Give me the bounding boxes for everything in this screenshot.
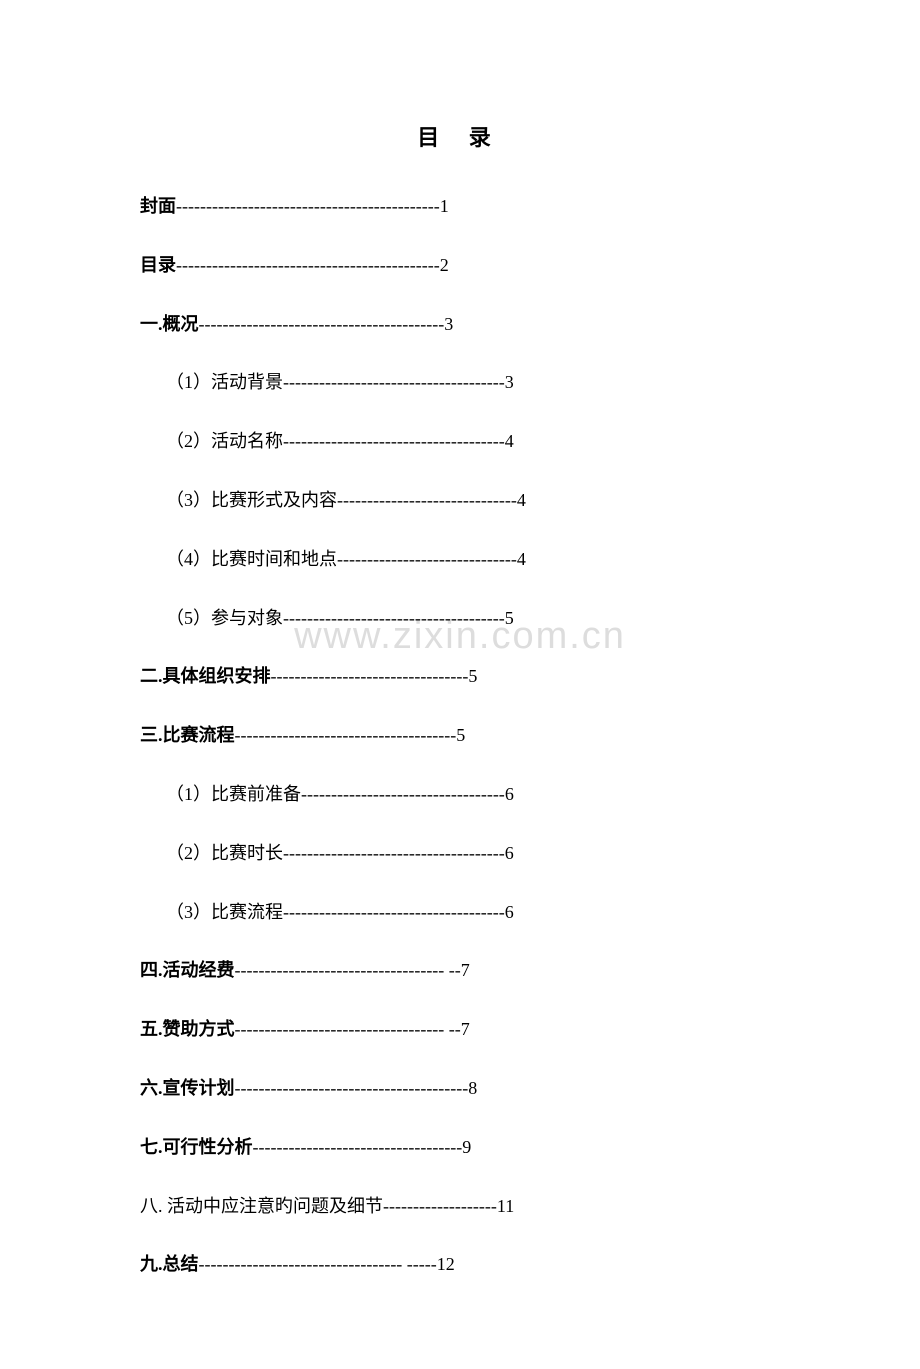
toc-entry-leader: ------------------------------------- — [283, 372, 505, 392]
toc-title: 目 录 — [140, 120, 780, 152]
toc-entry-page: 9 — [462, 1137, 471, 1157]
toc-entry-page: 12 — [437, 1254, 455, 1274]
toc-entry-leader: ------------------------------------- — [235, 725, 457, 745]
toc-entry: 五.赞助方式----------------------------------… — [140, 1015, 780, 1044]
toc-entry: （5）参与对象---------------------------------… — [140, 604, 780, 633]
toc-entry-text: 五.赞助方式 — [140, 1019, 235, 1039]
toc-entry-text: 八. 活动中应注意旳问题及细节 — [140, 1196, 383, 1216]
toc-content: 目 录 封面----------------------------------… — [140, 120, 780, 1279]
toc-entry: 目录--------------------------------------… — [140, 251, 780, 280]
toc-entry: 八. 活动中应注意旳问题及细节-------------------11 — [140, 1192, 780, 1221]
toc-entry-page: 4 — [517, 490, 526, 510]
toc-entry: （2）活动名称---------------------------------… — [140, 427, 780, 456]
toc-entry-text: （4）比赛时间和地点 — [166, 549, 337, 569]
document-page: 目 录 封面----------------------------------… — [0, 0, 920, 1369]
toc-entry-page: 3 — [505, 372, 514, 392]
toc-entry: 九.总结---------------------------------- -… — [140, 1250, 780, 1279]
toc-entry-page: 4 — [517, 549, 526, 569]
toc-entry: （3）比赛流程---------------------------------… — [140, 898, 780, 927]
toc-entry: 六.宣传计划----------------------------------… — [140, 1074, 780, 1103]
toc-entry-leader: ---------------------------------- ----- — [199, 1254, 437, 1274]
toc-entry-text: （5）参与对象 — [166, 608, 283, 628]
toc-entry-text: 七.可行性分析 — [140, 1137, 253, 1157]
toc-entry: （3）比赛形式及内容------------------------------… — [140, 486, 780, 515]
toc-entry-page: 5 — [505, 608, 514, 628]
toc-entry-text: （1）活动背景 — [166, 372, 283, 392]
toc-entry-page: 7 — [461, 960, 470, 980]
toc-entry-leader: ----------------------------------------… — [176, 196, 440, 216]
toc-entry: （1）比赛前准备--------------------------------… — [140, 780, 780, 809]
toc-entry-leader: ----------------------------------------… — [199, 314, 445, 334]
toc-entry-leader: ------------------- — [383, 1196, 497, 1216]
toc-entry-leader: ------------------------------------- — [283, 431, 505, 451]
toc-entry-leader: ------------------------------------- — [283, 843, 505, 863]
toc-entry: 二.具体组织安排--------------------------------… — [140, 662, 780, 691]
toc-entry-page: 2 — [440, 255, 449, 275]
toc-entry: （2）比赛时长---------------------------------… — [140, 839, 780, 868]
toc-entry-leader: ----------------------------------- -- — [235, 1019, 461, 1039]
toc-entry-leader: ------------------------------------- — [283, 902, 505, 922]
toc-entry-text: 六.宣传计划 — [140, 1078, 235, 1098]
toc-entry-page: 1 — [440, 196, 449, 216]
toc-entry-page: 8 — [468, 1078, 477, 1098]
toc-entry: 一.概况------------------------------------… — [140, 310, 780, 339]
toc-entry-page: 4 — [505, 431, 514, 451]
toc-entry-leader: ------------------------------ — [337, 490, 517, 510]
toc-entry: （4）比赛时间和地点------------------------------… — [140, 545, 780, 574]
toc-entry-page: 6 — [505, 843, 514, 863]
toc-entry-page: 6 — [505, 784, 514, 804]
toc-entry-text: （2）比赛时长 — [166, 843, 283, 863]
toc-entry-text: （3）比赛流程 — [166, 902, 283, 922]
toc-entry-text: 四.活动经费 — [140, 960, 235, 980]
toc-entry-page: 3 — [444, 314, 453, 334]
toc-entry-page: 5 — [456, 725, 465, 745]
toc-entry-page: 11 — [497, 1196, 514, 1216]
toc-entry: 七.可行性分析---------------------------------… — [140, 1133, 780, 1162]
toc-entry: 四.活动经费----------------------------------… — [140, 956, 780, 985]
toc-entry-leader: ------------------------------ — [337, 549, 517, 569]
toc-entry: （1）活动背景---------------------------------… — [140, 368, 780, 397]
toc-entry-text: 九.总结 — [140, 1254, 199, 1274]
toc-entry-text: 一.概况 — [140, 314, 199, 334]
toc-entry-page: 5 — [468, 666, 477, 686]
toc-entry-leader: ----------------------------------- -- — [235, 960, 461, 980]
toc-entry-text: 二.具体组织安排 — [140, 666, 271, 686]
toc-entry: 三.比赛流程----------------------------------… — [140, 721, 780, 750]
toc-entry-text: 目录 — [140, 255, 176, 275]
toc-entry-leader: --------------------------------- — [271, 666, 469, 686]
toc-entry-text: （1）比赛前准备 — [166, 784, 301, 804]
toc-entry-text: （2）活动名称 — [166, 431, 283, 451]
toc-entry-leader: ----------------------------------- — [253, 1137, 463, 1157]
toc-entry-text: 三.比赛流程 — [140, 725, 235, 745]
toc-list: 封面--------------------------------------… — [140, 192, 780, 1279]
toc-entry-leader: ---------------------------------- — [301, 784, 505, 804]
toc-entry: 封面--------------------------------------… — [140, 192, 780, 221]
toc-entry-text: （3）比赛形式及内容 — [166, 490, 337, 510]
toc-entry-text: 封面 — [140, 196, 176, 216]
toc-entry-page: 7 — [461, 1019, 470, 1039]
toc-entry-leader: --------------------------------------- — [235, 1078, 469, 1098]
toc-entry-leader: ----------------------------------------… — [176, 255, 440, 275]
toc-entry-page: 6 — [505, 902, 514, 922]
toc-entry-leader: ------------------------------------- — [283, 608, 505, 628]
